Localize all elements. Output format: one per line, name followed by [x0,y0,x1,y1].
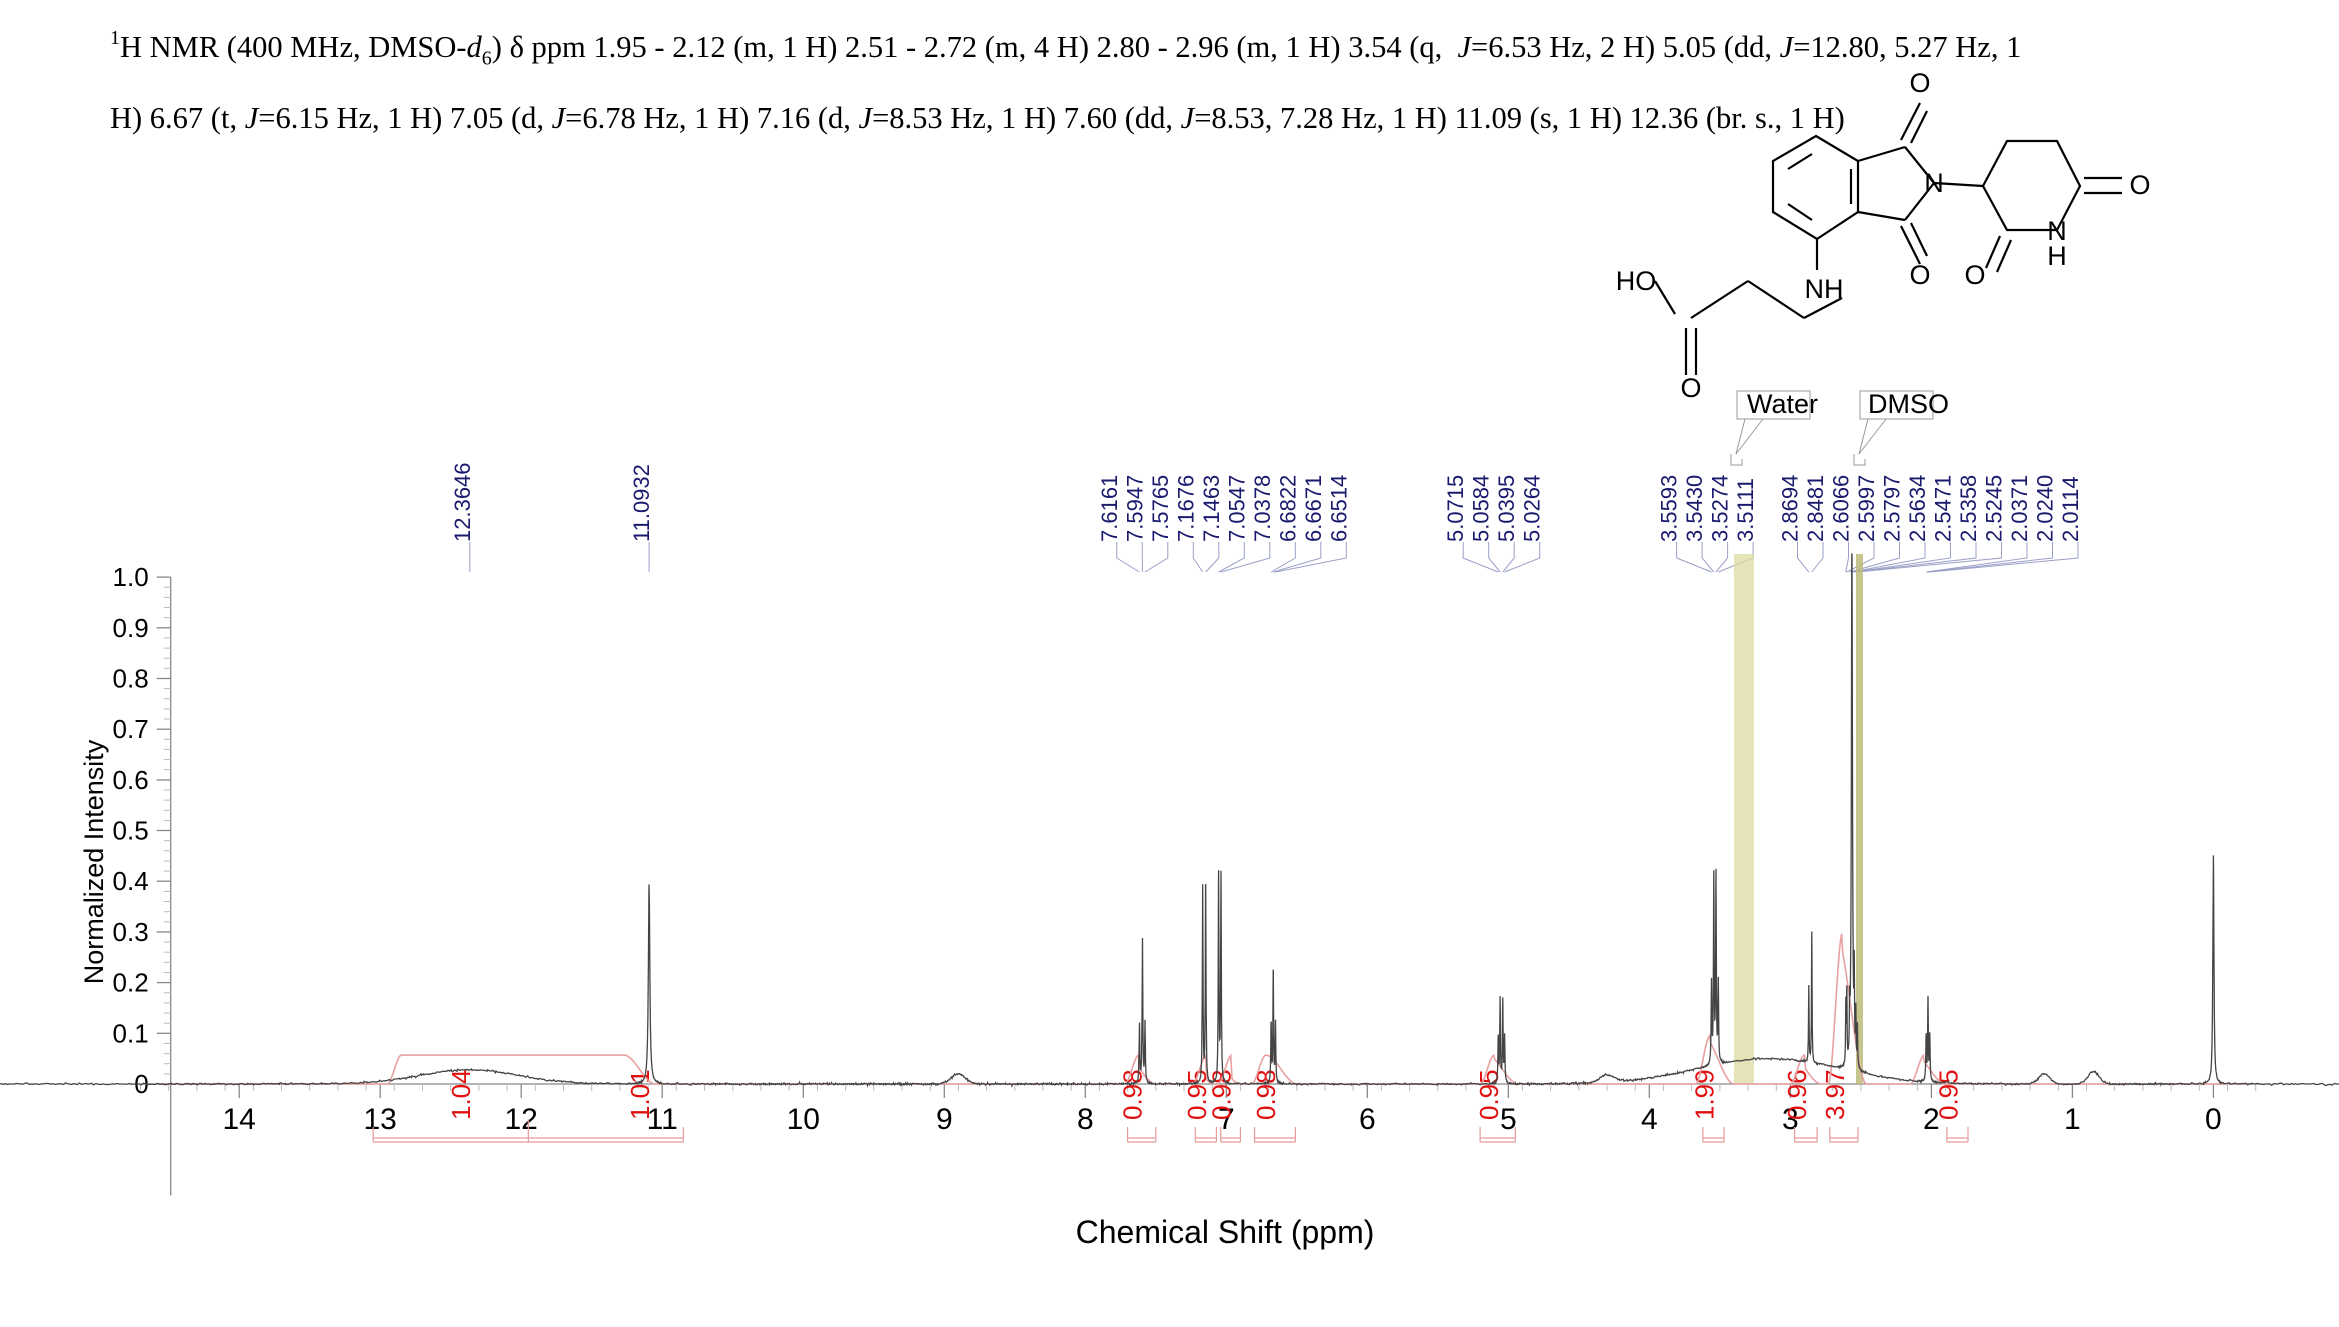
svg-text:13: 13 [364,1103,397,1136]
svg-text:2.0114: 2.0114 [2058,476,2083,542]
svg-text:5.0264: 5.0264 [1520,475,1545,542]
svg-text:0.3: 0.3 [113,917,149,947]
svg-text:6: 6 [1359,1103,1376,1136]
svg-text:0.6: 0.6 [113,765,149,795]
svg-text:0.1: 0.1 [113,1018,149,1048]
svg-text:2.0240: 2.0240 [2033,475,2058,542]
svg-text:2.5634: 2.5634 [1905,475,1930,542]
svg-text:DMSO: DMSO [1868,389,1949,419]
svg-text:7.0378: 7.0378 [1250,475,1275,542]
svg-text:12: 12 [505,1103,538,1136]
svg-text:0.4: 0.4 [113,866,149,896]
svg-text:6.6514: 6.6514 [1326,475,1351,542]
svg-text:12.3646: 12.3646 [450,462,475,542]
svg-text:2.5797: 2.5797 [1880,475,1905,542]
svg-text:5.0395: 5.0395 [1494,475,1519,542]
svg-text:5.0584: 5.0584 [1469,475,1494,542]
svg-text:2.5245: 2.5245 [1982,475,2007,542]
svg-text:2.5471: 2.5471 [1931,475,1956,542]
svg-text:7.1676: 7.1676 [1173,475,1198,542]
svg-text:9: 9 [936,1103,953,1136]
svg-text:3.5593: 3.5593 [1657,475,1682,542]
svg-text:6.6822: 6.6822 [1275,475,1300,542]
svg-text:3.5430: 3.5430 [1682,475,1707,542]
svg-text:2.8481: 2.8481 [1803,475,1828,542]
svg-text:0.8: 0.8 [113,664,149,694]
svg-text:7.5765: 7.5765 [1148,475,1173,542]
svg-text:7.1463: 7.1463 [1199,475,1224,542]
svg-text:0.7: 0.7 [113,714,149,744]
svg-text:4: 4 [1641,1103,1658,1136]
svg-text:0.98: 0.98 [1118,1069,1148,1120]
svg-text:0.95: 0.95 [1474,1069,1504,1120]
svg-text:2.5997: 2.5997 [1854,475,1879,542]
svg-text:7.0547: 7.0547 [1224,475,1249,542]
svg-text:0.96: 0.96 [1782,1069,1812,1120]
svg-text:5.0715: 5.0715 [1443,475,1468,542]
svg-text:Water: Water [1747,389,1818,419]
svg-text:7.6161: 7.6161 [1097,475,1122,542]
svg-text:1.0: 1.0 [113,562,149,592]
svg-text:0.95: 0.95 [1934,1069,1964,1120]
svg-text:Normalized Intensity: Normalized Intensity [79,739,109,984]
svg-text:0.2: 0.2 [113,968,149,998]
svg-text:6.6671: 6.6671 [1301,475,1326,542]
svg-text:0.9: 0.9 [113,613,149,643]
svg-text:1: 1 [2064,1103,2081,1136]
svg-text:2.5358: 2.5358 [1956,475,1981,542]
svg-text:7.5947: 7.5947 [1122,475,1147,542]
svg-text:3.5274: 3.5274 [1708,475,1733,542]
svg-text:Chemical Shift (ppm): Chemical Shift (ppm) [1076,1214,1375,1250]
svg-text:1.01: 1.01 [625,1069,655,1120]
svg-text:11.0932: 11.0932 [629,464,654,542]
svg-text:0.5: 0.5 [113,816,149,846]
svg-text:14: 14 [223,1103,256,1136]
svg-text:10: 10 [787,1103,820,1136]
svg-text:3.5111: 3.5111 [1733,478,1758,542]
svg-text:1.99: 1.99 [1690,1069,1720,1120]
svg-text:2.8694: 2.8694 [1778,475,1803,542]
svg-text:2.6066: 2.6066 [1829,475,1854,542]
svg-text:8: 8 [1077,1103,1094,1136]
svg-text:0: 0 [2205,1103,2222,1136]
svg-text:3.97: 3.97 [1820,1069,1850,1120]
svg-text:1.04: 1.04 [446,1069,476,1120]
svg-text:2.0371: 2.0371 [2007,475,2032,542]
